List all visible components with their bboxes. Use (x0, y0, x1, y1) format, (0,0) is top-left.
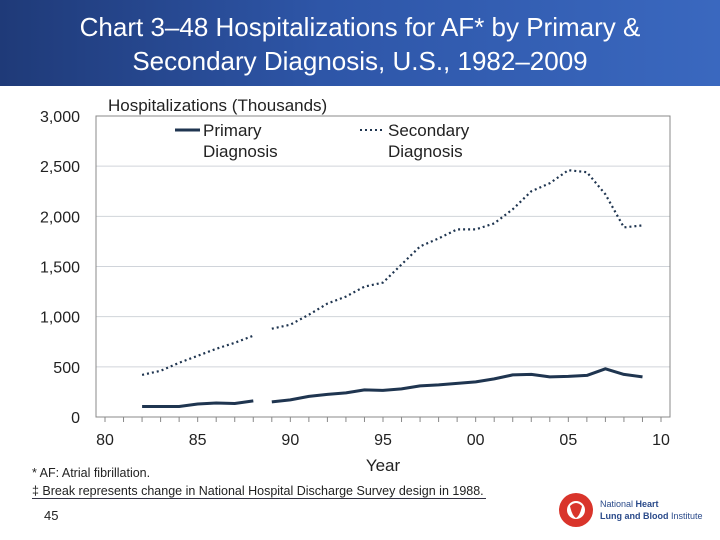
x-tick-label: 10 (652, 432, 670, 449)
x-tick-label: 90 (281, 432, 299, 449)
svg-text:Lung and Blood Institute: Lung and Blood Institute (600, 511, 703, 521)
title-line-1: Chart 3–48 Hospitalizations for AF* by P… (79, 12, 641, 42)
y-tick-label: 2,500 (40, 159, 80, 176)
y-axis-label: Hospitalizations (Thousands) (108, 96, 327, 115)
x-tick-label: 05 (559, 432, 577, 449)
series-line-primary (271, 367, 643, 404)
legend: Primary Diagnosis Secondary Diagnosis (175, 121, 470, 161)
footnote-break: ‡ Break represents change in National Ho… (32, 484, 486, 499)
y-tick-label: 1,000 (40, 310, 80, 327)
title-banner: Chart 3–48 Hospitalizations for AF* by P… (0, 0, 720, 86)
nhlbi-logo: National Heart Lung and Blood Institute (556, 490, 716, 530)
y-tick-label: 3,000 (40, 109, 80, 126)
legend-primary-line1: Primary (203, 121, 262, 140)
series-line-primary (142, 399, 254, 408)
nhlbi-logo-icon: National Heart Lung and Blood Institute (559, 493, 703, 527)
page-number: 45 (44, 508, 59, 523)
series-line-secondary (271, 169, 643, 330)
y-tick-label: 500 (53, 360, 80, 377)
x-tick-label: 80 (96, 432, 114, 449)
legend-secondary-line2: Diagnosis (388, 142, 463, 161)
svg-text:National Heart: National Heart (600, 499, 659, 509)
x-tick-label: 00 (467, 432, 485, 449)
legend-primary-line2: Diagnosis (203, 142, 278, 161)
x-tick-label: 95 (374, 432, 392, 449)
x-tick-label: 85 (189, 432, 207, 449)
y-tick-label: 1,500 (40, 260, 80, 277)
title-line-2: Secondary Diagnosis, U.S., 1982–2009 (132, 46, 588, 76)
footnote-af: * AF: Atrial fibrillation. (32, 466, 151, 480)
legend-secondary-line1: Secondary (388, 121, 470, 140)
series-line-secondary (141, 334, 254, 376)
y-tick-label: 0 (71, 410, 80, 427)
x-axis-label: Year (366, 456, 401, 475)
y-tick-label: 2,000 (40, 209, 80, 226)
chart-title: Chart 3–48 Hospitalizations for AF* by P… (0, 10, 720, 78)
line-chart: 0 500 1,000 1,500 2,000 2,500 3,000 80 85 90 95 00 0… (40, 96, 671, 475)
